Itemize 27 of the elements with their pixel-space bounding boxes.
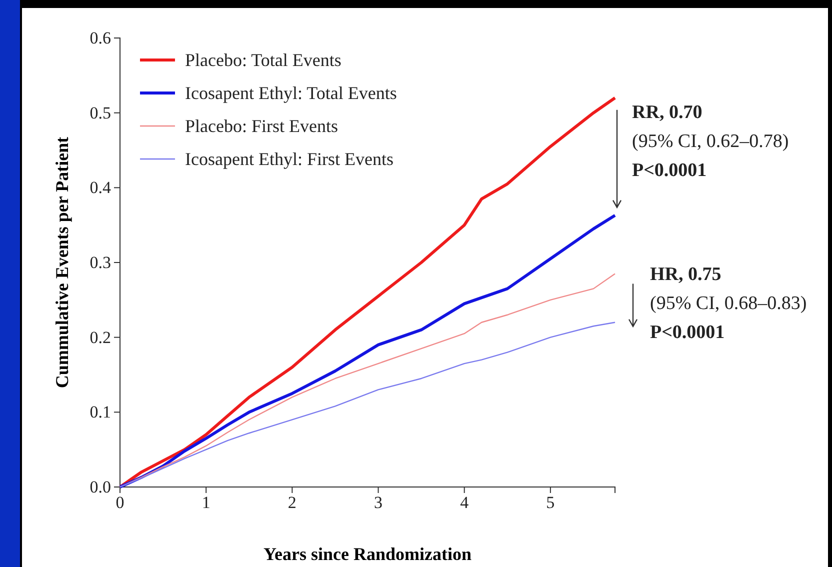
x-tick-label: 2 bbox=[288, 493, 296, 512]
legend-label: Icosapent Ethyl: Total Events bbox=[185, 83, 397, 103]
y-tick-label: 0.5 bbox=[90, 103, 111, 122]
line-series bbox=[119, 322, 616, 488]
text: (95% CI, 0.62–0.78) bbox=[632, 131, 789, 152]
y-tick-label: 0.3 bbox=[90, 252, 111, 272]
line-series bbox=[118, 214, 616, 488]
legend-label: Icosapent Ethyl: First Events bbox=[185, 149, 394, 169]
x-axis-title: Years since Randomization bbox=[264, 544, 472, 564]
text: HR, 0.75 bbox=[650, 264, 722, 285]
legend-label: Placebo: Total Events bbox=[185, 50, 342, 70]
text: P<0.0001 bbox=[632, 160, 707, 181]
y-tick-label: 0.6 bbox=[90, 28, 111, 48]
x-tick-label: 3 bbox=[374, 493, 383, 512]
text: RR, 0.70 bbox=[632, 102, 702, 123]
y-tick-label: 0.1 bbox=[90, 402, 111, 422]
y-tick-label: 0.2 bbox=[90, 328, 111, 347]
y-axis-title: Cummulative Events per Patient bbox=[52, 136, 72, 388]
text: P<0.0001 bbox=[650, 322, 725, 343]
x-tick-label: 5 bbox=[546, 493, 555, 512]
x-tick-label: 0 bbox=[116, 493, 124, 512]
y-tick-label: 0.4 bbox=[90, 178, 112, 198]
text: (95% CI, 0.68–0.83) bbox=[650, 293, 807, 314]
y-tick-label: 0.0 bbox=[90, 477, 111, 496]
legend-label: Placebo: First Events bbox=[185, 116, 338, 136]
x-tick-label: 4 bbox=[460, 493, 470, 512]
x-tick-label: 1 bbox=[202, 493, 210, 512]
